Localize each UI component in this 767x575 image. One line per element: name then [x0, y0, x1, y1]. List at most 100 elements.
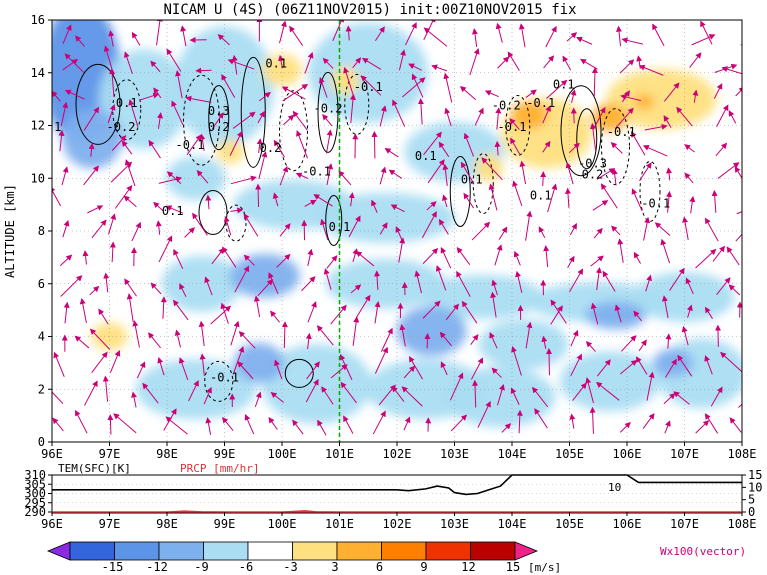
- wind-vector: [196, 170, 209, 184]
- wind-vector: [570, 329, 579, 347]
- shading-blob: [165, 156, 226, 201]
- colorbar-tick-label: 3: [331, 560, 338, 574]
- wind-vector: [343, 415, 354, 434]
- wind-vector: [179, 283, 187, 298]
- wind-vector: [374, 270, 381, 290]
- wind-vector: [82, 250, 89, 265]
- wind-vector: [157, 112, 163, 129]
- wind-vector: [663, 392, 676, 405]
- wind-vector: [254, 391, 262, 408]
- contour-line: [639, 160, 661, 222]
- wind-vector: [459, 85, 477, 101]
- shading-blob: [229, 253, 300, 298]
- wind-vector: [330, 304, 347, 325]
- wind-vector: [131, 31, 141, 46]
- wind-vector: [510, 387, 520, 405]
- wind-vector: [484, 90, 499, 98]
- wind-vector: [692, 89, 699, 103]
- wind-vector: [542, 140, 551, 153]
- y-axis-main: 0 2 4 6 8 10 12 14 16: [31, 13, 52, 449]
- wind-vector: [666, 190, 673, 213]
- wind-vectors: [52, 20, 742, 436]
- contour-line: [204, 360, 234, 402]
- wind-vector: [710, 386, 723, 407]
- wind-vector: [669, 267, 685, 291]
- wind-vector: [550, 299, 567, 324]
- wind-vector: [230, 320, 240, 346]
- wind-vector: [534, 408, 548, 429]
- surface-right-tick-label: 15: [748, 468, 762, 482]
- wind-vector: [450, 414, 468, 432]
- wind-vector: [192, 212, 208, 236]
- wind-vector: [713, 83, 723, 99]
- wind-vector: [589, 122, 597, 152]
- wind-vector: [62, 219, 70, 238]
- wind-vector: [153, 201, 164, 212]
- wind-vector: [255, 183, 262, 207]
- x-axis-main: 96E 97E 98E 99E 100E 101E 102E 103E 104E 105E 106E…: [41, 442, 756, 461]
- wind-vector: [398, 49, 406, 71]
- wind-vector: [684, 172, 694, 184]
- wind-vector: [289, 25, 304, 47]
- surface-x-tick-label: 107E: [670, 517, 699, 531]
- wind-vector: [139, 92, 160, 101]
- wind-vector: [153, 87, 162, 99]
- wind-vector: [186, 134, 202, 156]
- contour-label: -0.3: [578, 157, 607, 171]
- wind-vector: [349, 93, 356, 124]
- wind-vector: [124, 159, 136, 187]
- wind-vector: [258, 151, 268, 180]
- wind-vector: [374, 301, 381, 324]
- wind-vector: [62, 58, 79, 71]
- wind-vector: [184, 227, 195, 238]
- wind-vector: [307, 248, 314, 267]
- shading-blob: [135, 359, 256, 420]
- wind-vector: [304, 52, 314, 74]
- contour-line: [317, 71, 339, 153]
- wind-vector: [546, 347, 553, 376]
- y-tick-label: 0: [38, 435, 45, 449]
- x-tick-label: 96E: [41, 447, 63, 461]
- wind-vector: [60, 275, 83, 297]
- wind-vector: [495, 107, 502, 130]
- surface-x-tick-label: 98E: [156, 517, 178, 531]
- wind-vector: [576, 36, 593, 45]
- colorbar-tick-label: 6: [376, 560, 383, 574]
- wind-vector: [654, 222, 671, 236]
- wind-vector: [580, 58, 598, 70]
- wind-vector: [123, 195, 137, 208]
- wind-vector: [343, 66, 355, 97]
- wind-vector: [541, 335, 548, 349]
- wind-vector: [440, 246, 452, 269]
- surface-right-tick-label: 10: [748, 480, 762, 494]
- wind-vector: [243, 254, 255, 266]
- surface-x-tick-label: 102E: [383, 517, 412, 531]
- wind-vector: [160, 296, 167, 319]
- surface-left-tick-label: 295: [24, 496, 46, 510]
- contour-label: -0.1: [641, 196, 670, 210]
- wind-vector: [498, 226, 508, 240]
- wind-vector: [715, 142, 728, 157]
- wind-vector: [592, 200, 609, 211]
- wind-vector: [463, 192, 475, 209]
- wind-vector: [741, 347, 742, 348]
- contour-label: 0.1: [553, 78, 575, 92]
- wind-vector: [456, 270, 471, 297]
- wind-vector: [443, 72, 453, 103]
- wind-vector: [596, 168, 616, 180]
- wind-vector: [566, 32, 578, 42]
- contour-label: 0.1: [329, 220, 351, 234]
- wind-vector: [726, 246, 740, 266]
- wind-vector: [567, 255, 575, 269]
- wind-vector: [619, 421, 631, 433]
- x-tick-label: 100E: [268, 447, 297, 461]
- wind-vector: [270, 310, 280, 323]
- wind-vector: [570, 89, 577, 103]
- colorbar-tick-label: 9: [420, 560, 427, 574]
- wind-vector: [501, 423, 512, 433]
- wind-vector: [124, 278, 137, 297]
- wind-vector: [232, 346, 245, 375]
- colorbar-box: [158, 541, 204, 561]
- colorbar-boxes: [46, 541, 539, 561]
- wind-vector: [222, 246, 237, 268]
